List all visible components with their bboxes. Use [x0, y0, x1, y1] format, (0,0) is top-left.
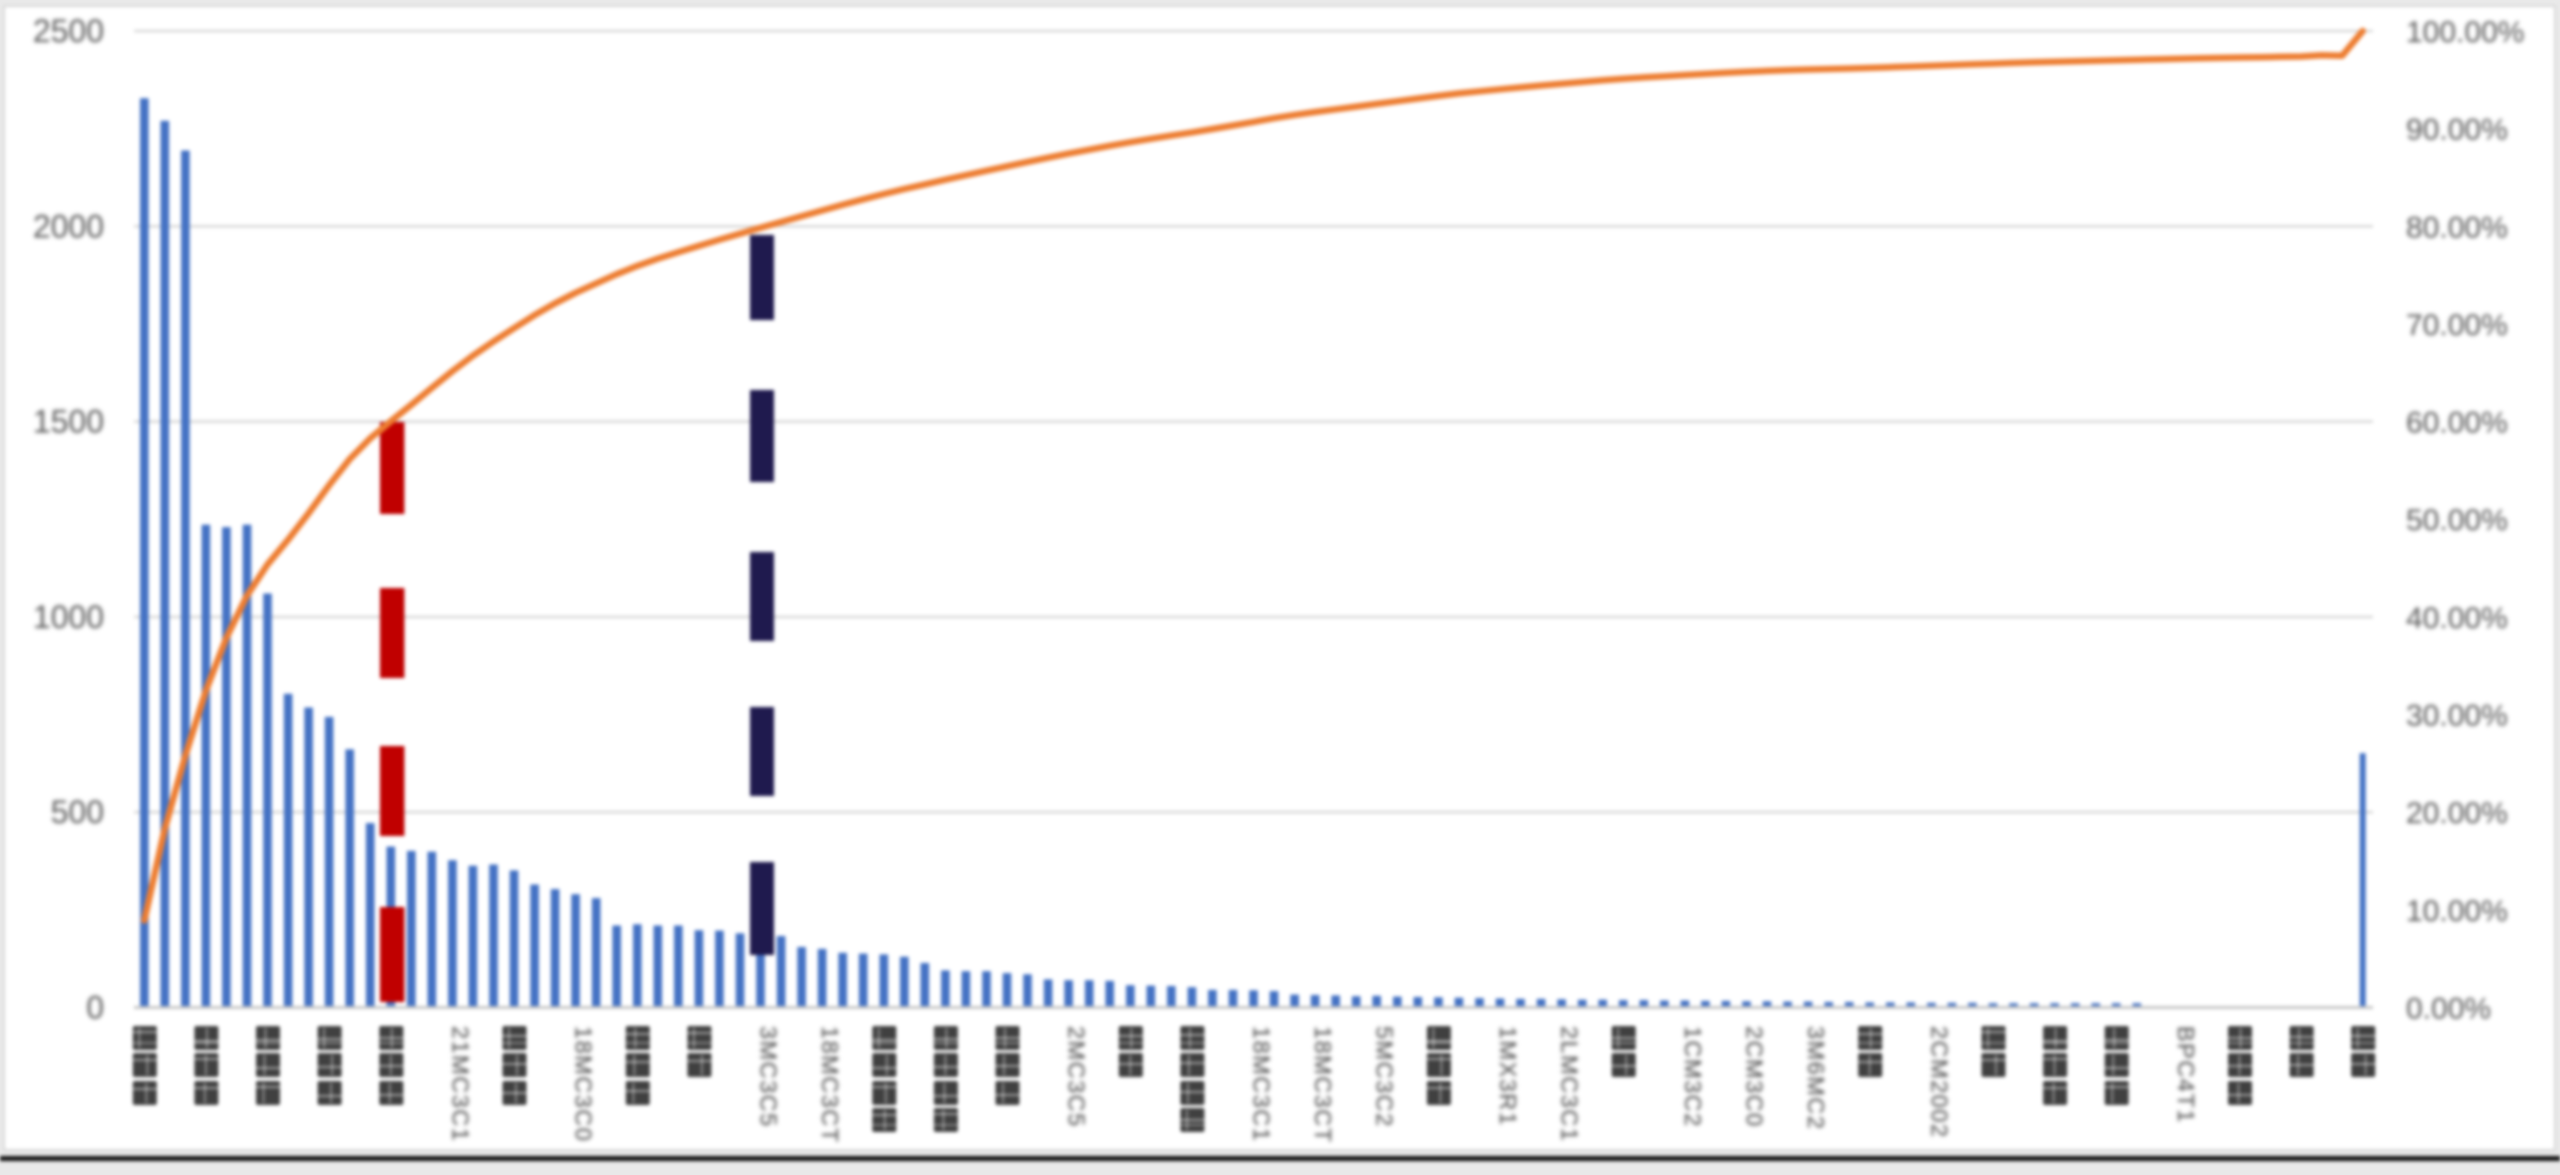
svg-text:BPC4T1: BPC4T1: [2173, 1026, 2199, 1124]
svg-text:18MC3C0: 18MC3C0: [571, 1026, 597, 1142]
svg-text:2500: 2500: [33, 13, 104, 49]
svg-text:5MC3C2: 5MC3C2: [1372, 1026, 1398, 1128]
svg-text:3MC3C5: 3MC3C5: [756, 1026, 782, 1128]
svg-text:50.00%: 50.00%: [2406, 504, 2508, 537]
svg-text:18MC3CT: 18MC3CT: [817, 1026, 843, 1144]
svg-text:2000: 2000: [33, 208, 104, 244]
svg-text:1000: 1000: [33, 599, 104, 635]
svg-text:3M6MC2: 3M6MC2: [1803, 1026, 1829, 1130]
svg-text:2MC3C5: 2MC3C5: [1064, 1026, 1090, 1128]
svg-text:30.00%: 30.00%: [2406, 700, 2508, 733]
svg-text:2CM2002: 2CM2002: [1926, 1026, 1952, 1138]
svg-text:20.00%: 20.00%: [2406, 797, 2508, 830]
svg-text:2CM3C0: 2CM3C0: [1742, 1026, 1768, 1128]
svg-text:21MC3C1: 21MC3C1: [447, 1026, 473, 1142]
svg-text:2LMC3C1: 2LMC3C1: [1557, 1026, 1583, 1142]
svg-text:18MC3CT: 18MC3CT: [1310, 1026, 1336, 1144]
svg-text:80.00%: 80.00%: [2406, 211, 2508, 244]
svg-text:0.00%: 0.00%: [2406, 993, 2491, 1026]
svg-text:90.00%: 90.00%: [2406, 114, 2508, 147]
svg-text:60.00%: 60.00%: [2406, 407, 2508, 440]
svg-text:1MX3R1: 1MX3R1: [1495, 1026, 1521, 1126]
svg-text:10.00%: 10.00%: [2406, 895, 2508, 928]
svg-text:40.00%: 40.00%: [2406, 602, 2508, 635]
svg-text:18MC3C1: 18MC3C1: [1249, 1026, 1275, 1142]
svg-text:500: 500: [51, 794, 104, 830]
svg-text:1500: 1500: [33, 404, 104, 440]
svg-text:70.00%: 70.00%: [2406, 309, 2508, 342]
svg-text:100.00%: 100.00%: [2406, 16, 2524, 49]
svg-text:0: 0: [86, 990, 104, 1026]
svg-text:1CM3C2: 1CM3C2: [1680, 1026, 1706, 1128]
